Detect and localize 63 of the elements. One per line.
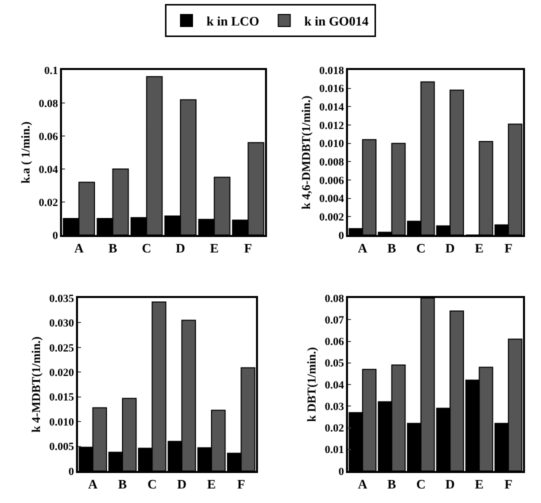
y-tick-label: 0.005 <box>49 441 75 454</box>
x-tick-label: A <box>88 476 98 492</box>
y-tick-label: 0.05 <box>324 358 345 370</box>
x-tick-label: C <box>416 240 426 256</box>
y-tick-label: 0.014 <box>319 102 345 114</box>
y-tick-label: 0.03 <box>324 400 345 413</box>
x-tick-label: F <box>244 240 252 256</box>
x-tick-label: F <box>237 476 246 492</box>
legend-label: k in LCO <box>206 14 260 29</box>
y-tick-label: 0.06 <box>38 130 59 143</box>
y-tick-label: 0 <box>68 466 75 478</box>
y-axis-title: k 4,6-DMDBT(1/min.) <box>299 96 314 210</box>
y-tick-label: 0.04 <box>324 379 345 392</box>
y-tick-label: 0.1 <box>44 64 58 77</box>
x-tick-label: E <box>474 240 484 256</box>
y-axis-title: k DBT(1/min.) <box>304 347 319 422</box>
y-tick-label: 0.08 <box>38 98 59 110</box>
y-tick-label: 0.015 <box>49 392 75 404</box>
y-tick-label: 0.016 <box>319 83 345 96</box>
y-tick-label: 0.06 <box>324 336 345 348</box>
x-tick-label: D <box>445 240 455 256</box>
y-tick-label: 0 <box>338 466 345 478</box>
x-tick-label: B <box>108 240 118 256</box>
x-tick-label: C <box>416 476 426 492</box>
y-tick-label: 0.010 <box>49 416 75 428</box>
x-tick-label: D <box>445 476 455 492</box>
x-tick-label: E <box>207 476 216 492</box>
y-tick-label: 0.035 <box>49 292 75 305</box>
y-tick-label: 0.006 <box>319 174 345 187</box>
legend-label: k in GO014 <box>304 14 370 29</box>
y-tick-label: 0.018 <box>319 64 345 77</box>
y-tick-label: 0.030 <box>49 318 75 330</box>
x-tick-label: F <box>504 240 512 256</box>
x-tick-label: B <box>118 476 128 492</box>
x-tick-label: F <box>504 476 512 492</box>
y-tick-label: 0 <box>52 230 59 242</box>
y-tick-label: 0.008 <box>319 156 345 169</box>
x-tick-label: C <box>147 476 157 492</box>
y-axis-title: k.a ( 1/min.) <box>18 121 33 184</box>
y-tick-label: 0.08 <box>324 292 345 305</box>
y-tick-label: 0.02 <box>324 422 345 435</box>
y-tick-label: 0.025 <box>49 342 75 354</box>
x-tick-label: D <box>177 476 187 492</box>
x-tick-label: D <box>176 240 186 256</box>
x-tick-label: A <box>358 240 368 256</box>
y-tick-label: 0.010 <box>319 138 345 150</box>
y-tick-label: 0 <box>338 230 345 242</box>
x-tick-label: C <box>142 240 152 256</box>
y-tick-label: 0.020 <box>49 366 75 379</box>
x-tick-label: E <box>474 476 484 492</box>
y-tick-label: 0.07 <box>324 314 345 326</box>
y-tick-label: 0.02 <box>38 196 59 209</box>
y-tick-label: 0.04 <box>38 164 59 176</box>
x-tick-label: B <box>387 476 396 492</box>
y-tick-label: 0.004 <box>319 193 345 206</box>
y-tick-label: 0.012 <box>319 120 345 132</box>
x-tick-label: A <box>358 476 368 492</box>
y-tick-label: 0.002 <box>319 212 345 224</box>
y-axis-title: k 4-MDBT(1/min.) <box>29 336 44 432</box>
x-tick-label: B <box>387 240 396 256</box>
x-tick-label: A <box>74 240 84 256</box>
x-tick-label: E <box>210 240 219 256</box>
y-tick-label: 0.01 <box>324 444 344 456</box>
